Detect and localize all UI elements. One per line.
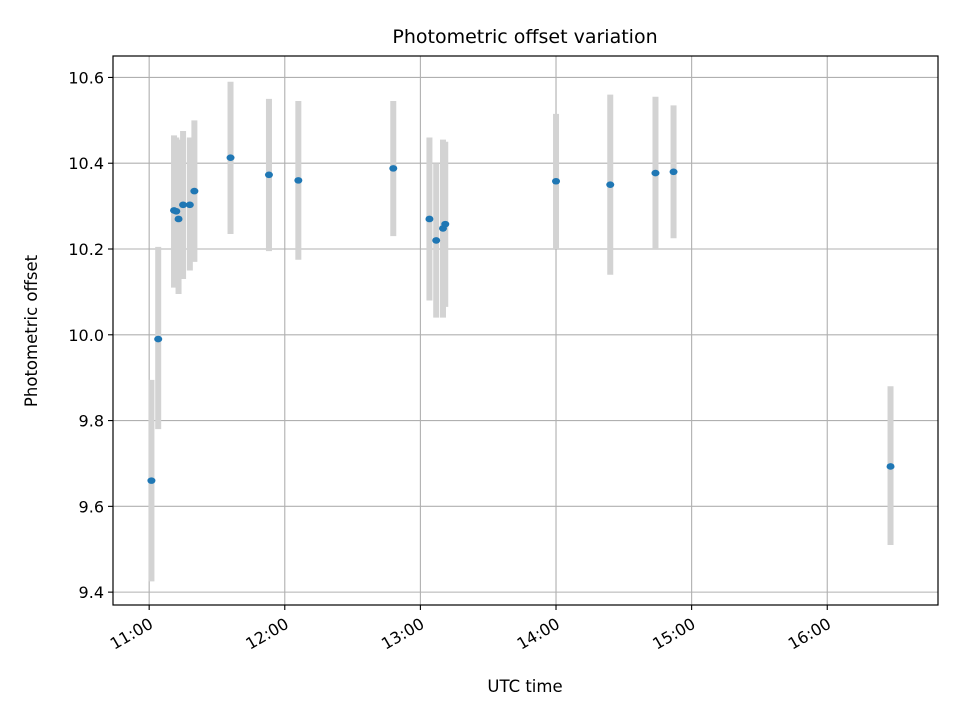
y-axis-ticks: 9.4 9.6 9.8 10.0 10.2 10.4 10.6 <box>68 68 113 602</box>
data-point <box>185 201 194 209</box>
data-point <box>154 335 163 343</box>
chart-title: Photometric offset variation <box>392 26 657 48</box>
y-tick-label: 9.4 <box>79 583 104 602</box>
y-tick-label: 10.2 <box>68 240 104 259</box>
data-point <box>432 237 441 244</box>
y-axis-label: Photometric offset <box>22 254 41 407</box>
data-point <box>264 171 273 179</box>
data-point <box>552 177 561 185</box>
data-point <box>669 168 678 176</box>
data-point <box>389 165 398 172</box>
x-axis-label: UTC time <box>487 677 562 696</box>
data-point <box>172 207 181 215</box>
plot-frame <box>112 55 939 606</box>
data-point <box>886 463 895 470</box>
data-markers <box>147 154 895 484</box>
y-tick-label: 10.6 <box>68 68 104 87</box>
y-tick-label: 9.6 <box>79 497 104 516</box>
data-point <box>441 220 450 228</box>
data-point <box>606 181 615 188</box>
data-point <box>179 201 188 209</box>
data-point <box>226 154 235 161</box>
grid-lines <box>113 56 938 605</box>
data-point <box>190 187 199 195</box>
data-point <box>425 215 434 223</box>
y-tick-label: 9.8 <box>79 412 104 431</box>
y-tick-label: 10.4 <box>68 154 104 173</box>
data-point <box>147 477 156 484</box>
y-tick-label: 10.0 <box>68 326 104 345</box>
data-point <box>651 169 660 177</box>
data-point <box>174 215 183 223</box>
data-point <box>294 177 303 184</box>
